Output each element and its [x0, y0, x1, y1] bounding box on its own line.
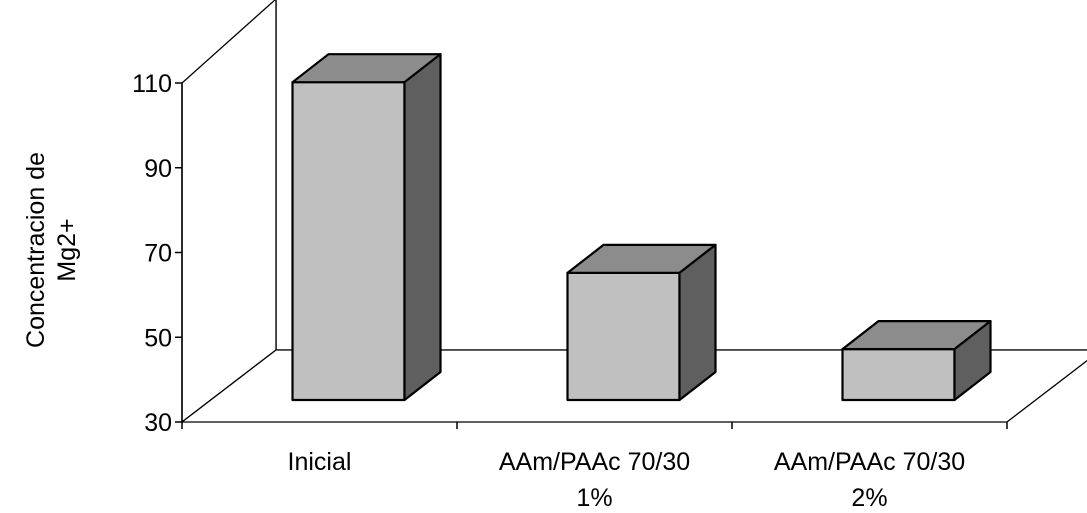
- y-axis-title: Concentracion de Mg2+: [22, 152, 81, 348]
- bar-side: [678, 243, 717, 402]
- side-wall: [181, 0, 277, 424]
- y-tick-label: 70: [144, 240, 172, 268]
- bar: [841, 320, 992, 402]
- y-axis-title-line: Concentracion de: [22, 152, 50, 348]
- x-tick-label: Inicial: [288, 448, 352, 476]
- bar: [566, 243, 717, 402]
- bars: [291, 53, 992, 402]
- x-tick-label: AAm/PAAc 70/30 2%: [774, 448, 965, 512]
- x-tick-label-line: Inicial: [288, 448, 352, 476]
- x-tick-label-line: 1%: [576, 484, 612, 512]
- bar: [291, 53, 442, 402]
- bar-front: [566, 271, 681, 402]
- y-axis-title-line: Mg2+: [53, 218, 81, 281]
- bar-side: [953, 320, 992, 402]
- y-tick-label: 50: [144, 324, 172, 352]
- x-tick-label: AAm/PAAc 70/30 1%: [499, 448, 690, 512]
- bar-front: [841, 348, 956, 402]
- y-tick-label: 90: [144, 155, 172, 183]
- x-tick-label-line: AAm/PAAc 70/30: [499, 448, 690, 476]
- x-tick-label-line: 2%: [851, 484, 887, 512]
- y-tick-label: 30: [144, 409, 172, 437]
- category-labels: Inicial AAm/PAAc 70/30 1% AAm/PAAc 70/30 2%: [288, 448, 966, 512]
- y-tick-label: 110: [132, 70, 172, 98]
- bar-side: [403, 53, 442, 402]
- x-tick-label-line: AAm/PAAc 70/30: [774, 448, 965, 476]
- value-axis: 30 50 70 90 110: [132, 70, 1008, 437]
- bar-front: [291, 81, 406, 402]
